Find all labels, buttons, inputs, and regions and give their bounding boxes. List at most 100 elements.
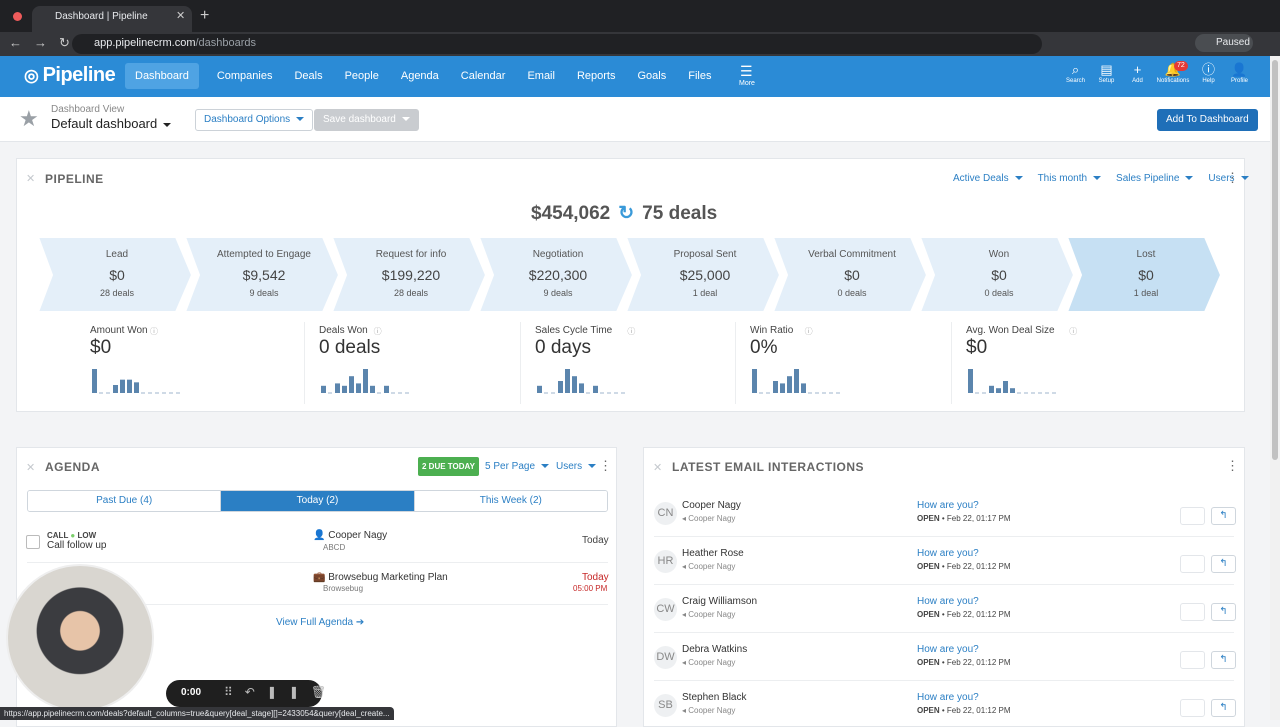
- spark-bar: [759, 392, 763, 394]
- spark-bar: [752, 369, 757, 393]
- add-to-dashboard[interactable]: Add To Dashboard: [1157, 109, 1258, 131]
- assign-button[interactable]: [1180, 699, 1205, 717]
- reply-button[interactable]: ↰: [1211, 507, 1236, 525]
- email-subject[interactable]: How are you?: [917, 500, 979, 511]
- agenda-users[interactable]: Users: [556, 461, 596, 472]
- reply-button[interactable]: ↰: [1211, 603, 1236, 621]
- stage-chevron[interactable]: [477, 237, 635, 313]
- tab-close[interactable]: ✕: [176, 10, 186, 22]
- spark-bar: [155, 392, 159, 394]
- more-label: More: [739, 80, 755, 87]
- stage-chevron[interactable]: [330, 237, 488, 313]
- profile-pill[interactable]: [1195, 34, 1253, 52]
- nav-item[interactable]: Reports: [576, 70, 616, 82]
- kebab[interactable]: ⋮: [1226, 458, 1239, 473]
- stage-chevron[interactable]: [38, 237, 194, 313]
- stage-amount: $25,000: [680, 267, 731, 283]
- stage-amount: $199,220: [382, 267, 441, 283]
- nav-item[interactable]: Calendar: [460, 70, 506, 82]
- view-full-agenda[interactable]: View Full Agenda ➔: [276, 617, 365, 628]
- star-icon[interactable]: ★: [19, 106, 39, 131]
- task-person[interactable]: 👤 Cooper Nagy: [313, 530, 388, 541]
- agenda-tab[interactable]: Past Due (4): [28, 491, 221, 511]
- kebab[interactable]: ⋮: [599, 458, 612, 473]
- kebab[interactable]: ⋮: [1226, 170, 1239, 185]
- deal-name: Browsebug Marketing Plan: [328, 572, 448, 583]
- stage-chevron[interactable]: [183, 237, 341, 313]
- dashboard-options[interactable]: Dashboard Options: [195, 109, 314, 131]
- email-status: OPEN • Feb 22, 01:12 PM: [917, 658, 1011, 667]
- drag-icon[interactable]: ✕: [26, 462, 36, 474]
- pipeline-filter[interactable]: This month: [1038, 173, 1101, 184]
- contact-name[interactable]: Cooper Nagy: [682, 500, 741, 511]
- stage-chevron[interactable]: [1065, 237, 1223, 313]
- contact-name[interactable]: Craig Williamson: [682, 596, 758, 607]
- nav-arrows[interactable]: ←→↻: [9, 35, 82, 50]
- spark-bar: [537, 385, 542, 393]
- pipeline-filter[interactable]: Sales Pipeline: [1116, 173, 1193, 184]
- stage-chevron[interactable]: [918, 237, 1076, 313]
- pipeline-filter[interactable]: Users: [1208, 173, 1248, 184]
- email-subject[interactable]: How are you?: [917, 644, 979, 655]
- tool-label: Setup: [1098, 78, 1115, 84]
- reply-button[interactable]: ↰: [1211, 699, 1236, 717]
- assign-button[interactable]: [1180, 651, 1205, 669]
- drag-icon[interactable]: ✕: [653, 462, 663, 474]
- scroll-thumb[interactable]: [1272, 60, 1278, 460]
- nav-item[interactable]: Goals: [637, 70, 667, 82]
- contact-name[interactable]: Stephen Black: [682, 692, 747, 703]
- row-divider: [27, 562, 608, 563]
- agenda-tab[interactable]: This Week (2): [413, 491, 607, 511]
- more-icon[interactable]: ☰: [740, 63, 753, 79]
- nav-item[interactable]: Email: [527, 70, 555, 82]
- pipeline-filter[interactable]: Active Deals: [953, 173, 1023, 184]
- spark-bar: [801, 383, 806, 393]
- drag-icon[interactable]: ✕: [26, 173, 36, 185]
- nav-item[interactable]: Files: [688, 70, 712, 82]
- assign-button[interactable]: [1180, 507, 1205, 525]
- spark-bar: [162, 392, 166, 394]
- email-subject[interactable]: How are you?: [917, 596, 979, 607]
- browser-tab[interactable]: [32, 6, 192, 32]
- stage-chevron[interactable]: [771, 237, 929, 313]
- email-subject[interactable]: How are you?: [917, 692, 979, 703]
- reply-button[interactable]: ↰: [1211, 651, 1236, 669]
- nav-tool[interactable]: + Add: [1122, 63, 1153, 85]
- nav-item[interactable]: People: [344, 70, 379, 82]
- nav-item[interactable]: Dashboard: [125, 63, 199, 89]
- new-tab[interactable]: +: [200, 7, 210, 24]
- url-field[interactable]: [72, 34, 1042, 54]
- logo[interactable]: ◎ Pipeline: [24, 64, 116, 87]
- nav-tool[interactable]: ▤ Setup: [1091, 63, 1122, 85]
- contact-name[interactable]: Debra Watkins: [682, 644, 748, 655]
- assign-button[interactable]: [1180, 555, 1205, 573]
- stage-count: 28 deals: [100, 288, 135, 298]
- pipeline-deals: 75 deals: [642, 203, 718, 224]
- email-subject[interactable]: How are you?: [917, 548, 979, 559]
- task-checkbox[interactable]: [26, 535, 40, 549]
- nav-item[interactable]: Deals: [294, 70, 323, 82]
- spark-bar: [113, 385, 118, 393]
- url-path: /dashboards: [195, 37, 257, 49]
- contact-name[interactable]: Heather Rose: [682, 548, 744, 559]
- nav-tool[interactable]: ⓘ Help: [1193, 63, 1224, 85]
- deal-title[interactable]: 💼 Browsebug Marketing Plan: [313, 572, 448, 583]
- view-name[interactable]: Default dashboard: [51, 116, 171, 131]
- nav-item[interactable]: Companies: [216, 70, 273, 82]
- nav-tool[interactable]: 🔔 Notifications 72: [1153, 61, 1193, 84]
- nav-tool[interactable]: ⌕ Search: [1060, 63, 1091, 85]
- recorder-controls[interactable]: ⠿↶❚❚🗑: [224, 685, 339, 699]
- assign-button[interactable]: [1180, 603, 1205, 621]
- status-word: OPEN: [917, 706, 940, 715]
- task-title[interactable]: Call follow up: [47, 540, 107, 551]
- nav-tool[interactable]: 👤 Profile: [1224, 63, 1255, 85]
- recorder-bar: [166, 680, 322, 707]
- nav-item[interactable]: Agenda: [400, 70, 439, 82]
- view-full-label: View Full Agenda: [276, 617, 354, 628]
- agenda-tab[interactable]: Today (2): [220, 491, 414, 511]
- stage-chevron[interactable]: [624, 237, 782, 313]
- reply-button[interactable]: ↰: [1211, 555, 1236, 573]
- save-dashboard[interactable]: Save dashboard: [314, 109, 419, 131]
- avatar: DW: [654, 646, 677, 669]
- per-page[interactable]: 5 Per Page: [485, 461, 549, 472]
